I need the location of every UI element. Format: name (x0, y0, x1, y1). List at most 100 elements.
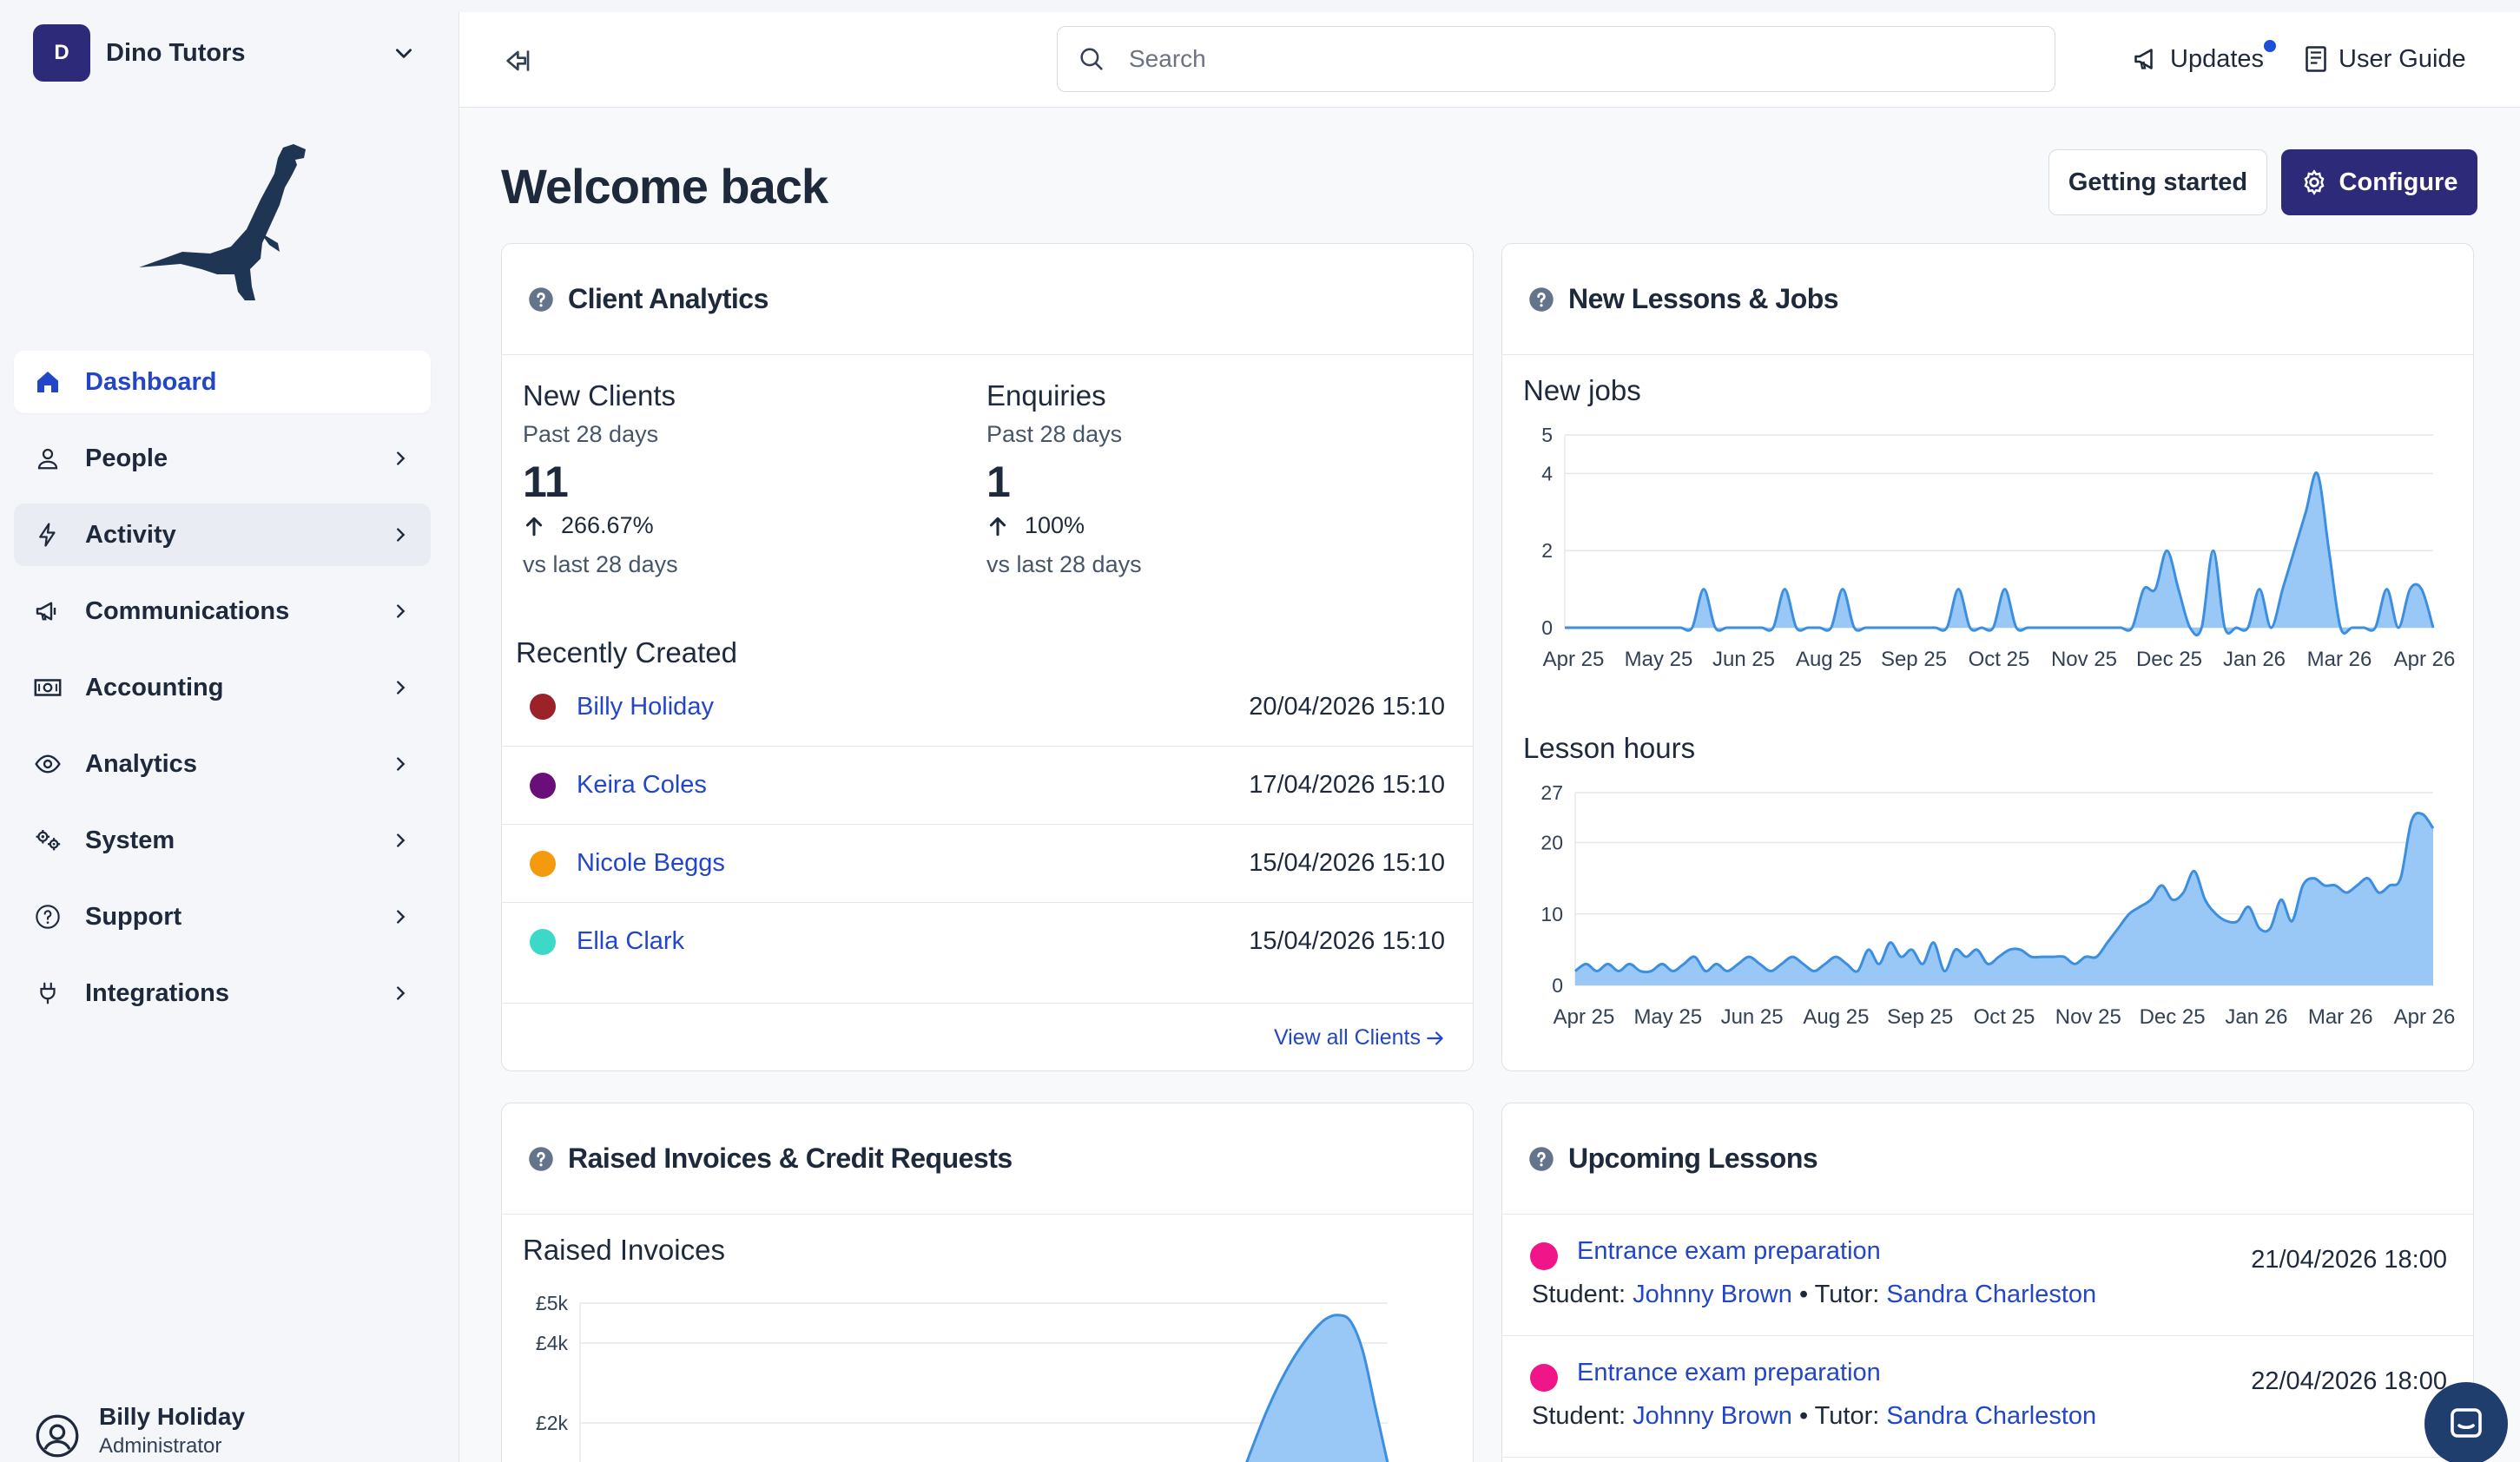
client-name-link[interactable]: Keira Coles (577, 771, 707, 799)
stat-comparison: vs last 28 days (523, 551, 678, 577)
student-link[interactable]: Johnny Brown (1633, 1281, 1792, 1308)
y-tick-label: 5 (1541, 425, 1553, 446)
sidebar-item-support[interactable]: Support (14, 886, 431, 948)
question-circle-icon[interactable] (1528, 286, 1554, 313)
client-created-date: 15/04/2026 15:10 (1249, 927, 1445, 955)
card-footer: View all Clients (502, 1003, 1473, 1070)
updates-link[interactable]: Updates (2132, 40, 2277, 75)
user-name: Billy Holiday (99, 1403, 246, 1430)
question-circle-icon[interactable] (528, 1146, 554, 1172)
client-name-link[interactable]: Ella Clark (577, 927, 685, 955)
getting-started-button[interactable]: Getting started (2048, 149, 2267, 215)
chat-support-button[interactable] (2424, 1382, 2508, 1462)
x-tick-label: Nov 25 (2055, 1005, 2121, 1029)
x-tick-label: Mar 26 (2307, 648, 2372, 671)
view-all-label: View all Clients (1273, 1025, 1421, 1050)
chat-icon (2451, 1408, 2482, 1438)
chevron-right-icon (389, 524, 412, 546)
card-header: Client Analytics (502, 244, 1473, 355)
y-tick-label: £5k (536, 1292, 569, 1314)
user-profile[interactable]: Billy Holiday Administrator (35, 1403, 434, 1462)
list-item: Entrance exam preparation Student: Johnn… (1502, 1215, 2473, 1336)
chart-title-lesson-hours: Lesson hours (1523, 732, 1696, 764)
help-circle-icon (33, 902, 63, 932)
client-name-link[interactable]: Billy Holiday (577, 692, 714, 721)
stat-change: 100% (986, 512, 1421, 539)
separator-bullet: • (1798, 1402, 1809, 1430)
user-circle-icon (36, 1414, 79, 1458)
plug-icon (33, 978, 63, 1008)
x-tick-label: Oct 25 (1969, 648, 2030, 671)
sidebar-item-system[interactable]: System (14, 809, 431, 872)
lesson-name-link[interactable]: Entrance exam preparation (1577, 1359, 1881, 1386)
chart-title-raised-invoices: Raised Invoices (523, 1234, 725, 1266)
configure-button[interactable]: Configure (2281, 149, 2477, 215)
chevron-right-icon (389, 600, 412, 622)
tutor-label: Tutor: (1814, 1402, 1880, 1430)
client-color-dot (530, 850, 556, 877)
sidebar-item-activity[interactable]: Activity (14, 504, 431, 566)
chart-title-new-jobs: New jobs (1523, 374, 1641, 406)
main-content: Updates User Guide Welcome back Getting … (458, 12, 2520, 1462)
search-input[interactable] (1129, 45, 2035, 73)
x-tick-label: Jan 26 (2223, 648, 2286, 671)
lessons-jobs-card: New Lessons & Jobs New jobs 0 2 4 5 Apr 25 Ma… (1501, 243, 2474, 1071)
chevron-right-icon (389, 447, 412, 470)
updates-label: Updates (2170, 44, 2265, 73)
workspace-name: Dino Tutors (106, 38, 246, 67)
top-actions: Updates User Guide (2132, 33, 2503, 85)
lightning-icon (33, 520, 63, 550)
y-tick-label: £4k (536, 1332, 569, 1354)
question-circle-icon[interactable] (528, 286, 554, 313)
x-tick-label: Oct 25 (1974, 1005, 2035, 1029)
stat-comparison: vs last 28 days (986, 551, 1142, 577)
sidebar-item-label: Support (85, 902, 182, 931)
client-name-link[interactable]: Nicole Beggs (577, 849, 725, 877)
sidebar-item-integrations[interactable]: Integrations (14, 962, 431, 1024)
stat-value: 11 (523, 458, 569, 506)
collapse-sidebar-icon[interactable] (498, 43, 532, 78)
raised-invoices-chart: £2k £4k £5k (536, 1292, 1389, 1462)
search-bar[interactable] (1057, 26, 2055, 92)
stat-period: Past 28 days (523, 421, 659, 447)
upcoming-lessons-card: Upcoming Lessons Entrance exam preparati… (1501, 1103, 2474, 1462)
workspace-switcher[interactable]: D Dino Tutors (33, 24, 419, 82)
y-tick-label: 27 (1540, 782, 1563, 804)
question-circle-icon[interactable] (1528, 1146, 1554, 1172)
stat-change-value: 100% (1025, 512, 1085, 538)
chevron-right-icon (389, 906, 412, 928)
stat-value: 1 (986, 458, 1011, 506)
tutor-link[interactable]: Sandra Charleston (1886, 1402, 2097, 1430)
sidebar-item-communications[interactable]: Communications (14, 580, 431, 642)
client-color-dot (530, 928, 556, 955)
lesson-color-dot (1530, 1364, 1558, 1392)
x-tick-label: Nov 25 (2051, 648, 2117, 671)
workspace-avatar: D (33, 24, 90, 82)
client-analytics-card: Client Analytics New Clients Past 28 day… (501, 243, 1474, 1071)
lesson-meta: Student: Johnny Brown • Tutor: Sandra Ch… (1532, 1281, 2096, 1309)
lesson-name-link[interactable]: Entrance exam preparation (1577, 1237, 1881, 1265)
stat-change: 266.67% (523, 512, 957, 539)
card-title: Client Analytics (568, 283, 769, 314)
user-guide-link[interactable]: User Guide (2300, 43, 2466, 75)
client-created-date: 20/04/2026 15:10 (1249, 692, 1445, 721)
x-tick-label: Aug 25 (1803, 1005, 1869, 1029)
sidebar-item-people[interactable]: People (14, 427, 431, 490)
lesson-hours-chart: 0 10 20 27 Apr 25 May 25 Jun 25 Aug 25 Sep 25 Oct… (1540, 782, 2455, 1029)
list-item: Ella Clark 15/04/2026 15:10 (502, 902, 1473, 980)
sidebar-item-accounting[interactable]: Accounting (14, 656, 431, 719)
arrow-up-icon (989, 517, 1006, 536)
cogs-icon (33, 826, 63, 855)
sidebar: D Dino Tutors Dashboard People (0, 0, 458, 1462)
view-all-clients-link[interactable]: View all Clients (1274, 1025, 1447, 1050)
lesson-date: 21/04/2026 18:00 (2251, 1246, 2447, 1274)
list-item: Billy Holiday 20/04/2026 15:10 (502, 668, 1473, 746)
home-icon (33, 367, 63, 397)
student-link[interactable]: Johnny Brown (1633, 1402, 1792, 1430)
sidebar-item-label: Integrations (85, 978, 229, 1007)
sidebar-item-analytics[interactable]: Analytics (14, 733, 431, 795)
tutor-link[interactable]: Sandra Charleston (1886, 1281, 2097, 1308)
sidebar-item-dashboard[interactable]: Dashboard (14, 351, 431, 413)
megaphone-icon (33, 596, 63, 626)
sidebar-item-label: Accounting (85, 673, 224, 701)
